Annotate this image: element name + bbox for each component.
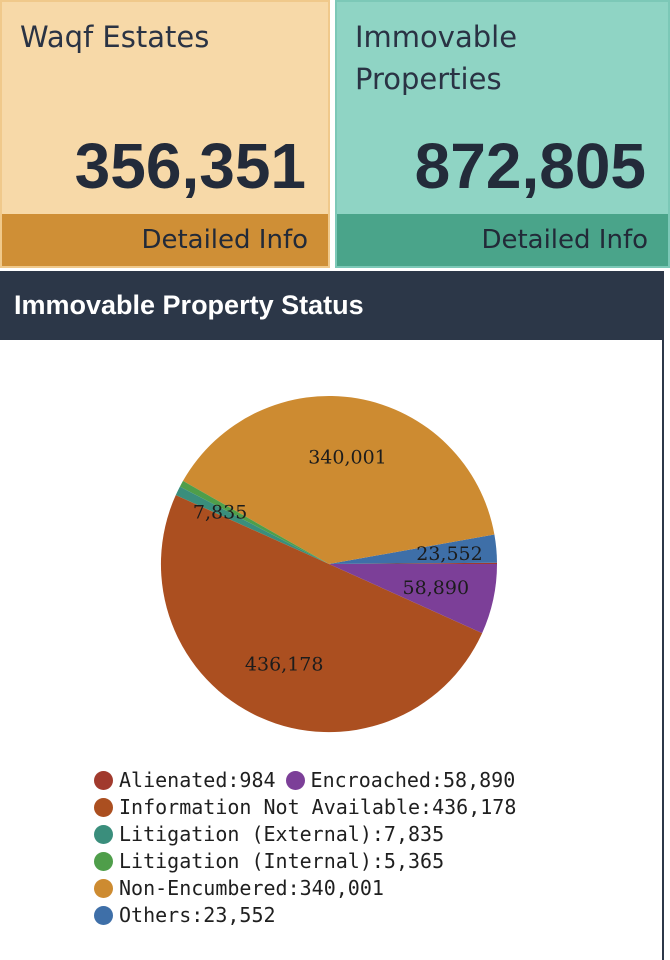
legend-label: Litigation (Internal):5,365 (119, 849, 445, 873)
legend-entry[interactable]: Alienated:984 (94, 767, 276, 794)
immovable-properties-count: 872,805 (414, 130, 646, 202)
legend-label: Others:23,552 (119, 903, 276, 927)
immovable-properties-detailed-info-link[interactable]: Detailed Info (337, 214, 668, 266)
legend-entry[interactable]: Information Not Available:436,178 (94, 794, 516, 821)
immovable-properties-card: Immovable Properties 872,805 Detailed In… (335, 0, 670, 268)
legend-row: Non-Encumbered:340,001 (94, 875, 516, 902)
legend-swatch (94, 771, 113, 790)
pie-slice-litigation-external[interactable] (175, 486, 329, 564)
legend-label: Non-Encumbered:340,001 (119, 876, 384, 900)
chart-legend: Alienated:984 Encroached:58,890 Informatio… (94, 767, 516, 929)
legend-swatch (94, 906, 113, 925)
waqf-estates-title: Waqf Estates (20, 20, 210, 54)
legend-row: Litigation (Internal):5,365 (94, 848, 516, 875)
summary-cards: Waqf Estates 356,351 Detailed Info Immov… (0, 0, 670, 268)
pie-label-encroached: 58,890 (403, 577, 469, 599)
pie-slice-others[interactable] (329, 534, 497, 564)
legend-entry[interactable]: Non-Encumbered:340,001 (94, 875, 384, 902)
panel-title: Immovable Property Status (0, 271, 664, 340)
legend-swatch (94, 798, 113, 817)
pie-label-litigation-external: 7,835 (193, 501, 247, 523)
pie-slice-litigation-internal[interactable] (179, 480, 329, 564)
pie-label-others: 23,552 (416, 543, 482, 565)
pie-label-information-not-available: 436,178 (245, 654, 324, 676)
pie-chart: 23,552 340,001 7,835 436,178 58,890 (160, 396, 498, 733)
legend-label: Alienated:984 (119, 768, 276, 792)
legend-label: Litigation (External):7,835 (119, 822, 445, 846)
pie-slice-information-not-available[interactable] (160, 495, 483, 733)
pie-slice-encroached[interactable] (329, 564, 497, 634)
property-status-panel: 23,552 340,001 7,835 436,178 58,890 Alienate… (0, 340, 664, 960)
waqf-estates-detailed-info-link[interactable]: Detailed Info (2, 214, 328, 266)
waqf-estates-count: 356,351 (74, 130, 306, 202)
legend-entry[interactable]: Encroached:58,890 (285, 767, 516, 794)
legend-row: Information Not Available:436,178 (94, 794, 516, 821)
legend-entry[interactable]: Litigation (External):7,835 (94, 821, 444, 848)
legend-swatch (285, 771, 305, 790)
legend-swatch (94, 852, 113, 871)
legend-entry[interactable]: Others:23,552 (94, 902, 276, 929)
legend-label: Information Not Available:436,178 (119, 795, 517, 819)
legend-row: Litigation (External):7,835 (94, 821, 516, 848)
legend-entry[interactable]: Litigation (Internal):5,365 (94, 848, 444, 875)
legend-swatch (94, 879, 113, 898)
legend-row: Others:23,552 (94, 902, 516, 929)
waqf-estates-card: Waqf Estates 356,351 Detailed Info (0, 0, 330, 268)
legend-row: Alienated:984 Encroached:58,890 (94, 767, 516, 794)
immovable-properties-title: Immovable Properties (355, 20, 518, 96)
legend-swatch (94, 825, 113, 844)
pie-slice-non-encumbered[interactable] (182, 396, 495, 564)
legend-label: Encroached:58,890 (310, 768, 516, 792)
pie-label-non-encumbered: 340,001 (308, 446, 387, 468)
